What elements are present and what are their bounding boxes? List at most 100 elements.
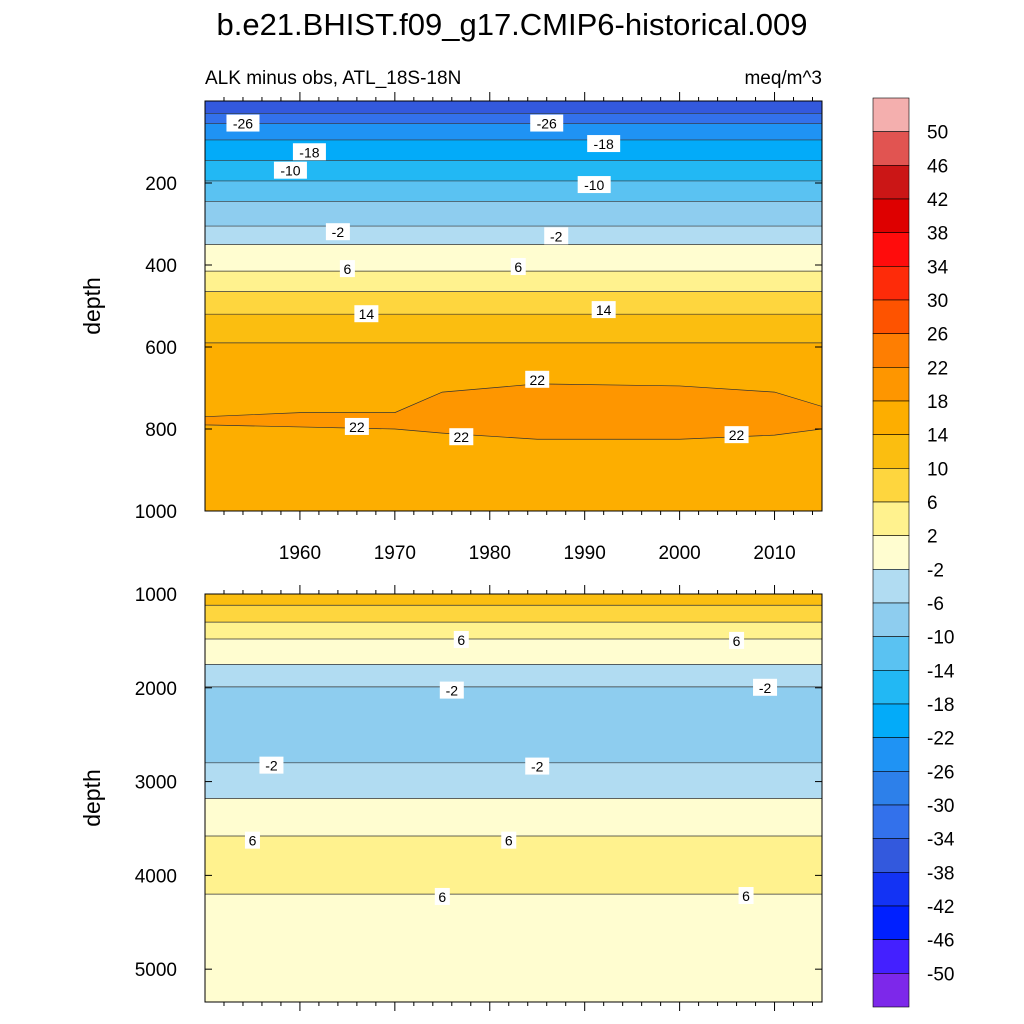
contour-label: 22 — [454, 429, 470, 445]
contour-label-bg — [577, 176, 611, 194]
y-tick-label: 4000 — [135, 866, 177, 887]
contour-band — [205, 894, 822, 1002]
contour-label: -18 — [594, 136, 614, 152]
contour-label-bg — [591, 301, 616, 319]
contour-band — [205, 594, 822, 606]
y-tick-label: 200 — [145, 174, 177, 195]
contour-label-bg — [453, 630, 469, 648]
contour-band — [205, 686, 822, 763]
colorbar-swatch — [872, 400, 910, 435]
colorbar-label: 38 — [927, 224, 948, 245]
lower-depth-panel: 6 6 -2 -2 -2 -2 6 6 6 6 1000 2000 3000 4000 5000 depth — [79, 585, 823, 1011]
contour-label-bg — [259, 756, 284, 774]
contour-label: 6 — [438, 889, 446, 905]
y-axis-label: depth — [79, 769, 105, 827]
contour-label: 6 — [343, 261, 351, 277]
contour-label-bg — [510, 258, 526, 276]
colorbar-legend: 50 46 42 38 34 30 26 22 18 14 10 6 2 -2 -6 -10 -14 -18 -22… — [872, 97, 955, 1008]
contour-band — [205, 639, 822, 665]
contour-label-bg — [344, 417, 369, 435]
colorbar-swatch — [872, 333, 910, 368]
contour-label: 6 — [457, 632, 465, 648]
contour-band — [205, 101, 822, 114]
colorbar-swatch — [872, 535, 910, 570]
contour-label-bg — [525, 757, 550, 775]
contour-band — [205, 798, 822, 836]
x-tick-label: 1980 — [469, 543, 511, 564]
contour-label: -2 — [332, 224, 345, 240]
contour-label: -18 — [299, 144, 319, 160]
contour-label: 14 — [596, 302, 612, 318]
contour-label: 22 — [349, 419, 365, 435]
contour-label: -10 — [584, 177, 604, 193]
contour-label-bg — [544, 227, 569, 245]
contour-label: 6 — [505, 833, 513, 849]
plot-frame — [204, 593, 823, 1003]
contour-label-bg — [339, 260, 355, 278]
colorbar-label: 22 — [927, 358, 948, 379]
contour-label-bg — [525, 370, 550, 388]
contour-band — [205, 314, 822, 343]
contour-label: -2 — [446, 683, 459, 699]
colorbar-swatch — [872, 569, 910, 604]
contour-label: -26 — [537, 116, 557, 132]
colorbar-swatch — [872, 97, 910, 132]
contour-label-bg — [226, 114, 260, 132]
colorbar-swatch — [872, 501, 910, 536]
colorbar-label: -38 — [927, 863, 954, 884]
x-tick-label: 1990 — [564, 543, 606, 564]
x-tick-label: 2000 — [658, 543, 700, 564]
colorbar-swatch — [872, 703, 910, 738]
colorbar-label: -42 — [927, 897, 954, 918]
contour-label: 6 — [742, 888, 750, 904]
y-tick-label: 800 — [145, 420, 177, 441]
colorbar-swatch — [872, 771, 910, 806]
contour-band — [205, 664, 822, 687]
contour-label-bg — [587, 135, 621, 153]
y-tick-label: 2000 — [135, 679, 177, 700]
plot-frame — [204, 100, 823, 512]
colorbar-label: 46 — [927, 156, 948, 177]
colorbar-label: -6 — [927, 594, 944, 615]
contour-label: 6 — [249, 833, 257, 849]
contour-label: 6 — [733, 633, 741, 649]
colorbar-swatch — [872, 636, 910, 671]
colorbar-swatch — [872, 804, 910, 839]
contour-band — [205, 271, 822, 292]
subtitle-left: ALK minus obs, ATL_18S-18N — [205, 68, 461, 89]
contour-label: -2 — [265, 758, 278, 774]
colorbar-swatch — [872, 232, 910, 267]
colorbar-label: -18 — [927, 695, 954, 716]
contour-label-bg — [434, 887, 450, 905]
contour-label-bg — [273, 161, 307, 179]
colorbar-label: -10 — [927, 628, 954, 649]
colorbar-label: 18 — [927, 392, 948, 413]
x-tick-label: 2010 — [753, 543, 795, 564]
contour-band — [205, 622, 822, 640]
contour-label-bg — [292, 143, 326, 161]
y-tick-label: 3000 — [135, 773, 177, 794]
contour-label: -2 — [759, 680, 772, 696]
colorbar-swatch — [872, 838, 910, 873]
contour-band — [205, 762, 822, 799]
y-tick-label: 400 — [145, 256, 177, 277]
contour-band — [205, 226, 822, 245]
contour-label-bg — [724, 426, 749, 444]
colorbar-label: 6 — [927, 493, 938, 514]
contour-band — [205, 160, 822, 181]
contour-label-bg — [325, 223, 350, 241]
colorbar-label: 30 — [927, 291, 948, 312]
contour-label: -2 — [531, 759, 544, 775]
contour-label: -26 — [233, 116, 253, 132]
colorbar-swatch — [872, 939, 910, 974]
colorbar-swatch — [872, 434, 910, 469]
contour-band — [205, 291, 822, 315]
contour-label-bg — [354, 305, 379, 323]
contour-label-bg — [530, 114, 564, 132]
colorbar-label: -2 — [927, 560, 944, 581]
contour-band — [205, 113, 822, 124]
y-tick-label: 600 — [145, 338, 177, 359]
colorbar-label: 2 — [927, 527, 938, 548]
figure-title: b.e21.BHIST.f09_g17.CMIP6-historical.009 — [216, 7, 807, 42]
